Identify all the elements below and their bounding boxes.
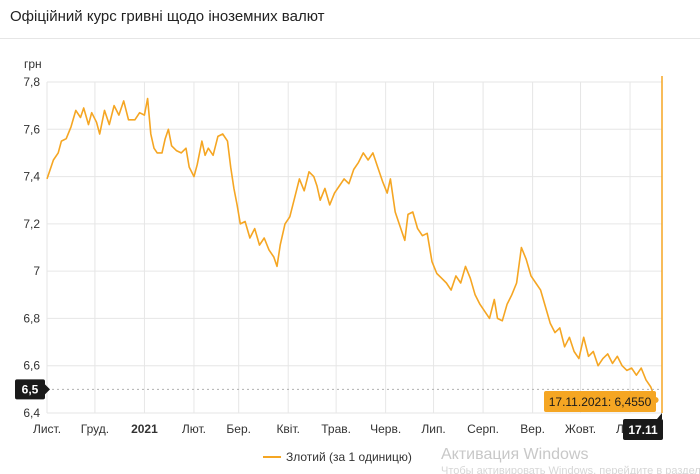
x-tick-label: 2021: [131, 422, 158, 436]
x-tick-label: Лист.: [33, 422, 61, 436]
x-tick-label: Лют.: [182, 422, 206, 436]
x-tick-label: Черв.: [370, 422, 401, 436]
x-tick-label: Трав.: [321, 422, 351, 436]
legend-label: Злотий (за 1 одиницю): [286, 450, 412, 464]
x-tick-label: Лип.: [421, 422, 445, 436]
date-badge-arrow: [657, 413, 662, 419]
windows-activation-watermark: Активация Windows Чтобы активировать Wind…: [441, 446, 700, 474]
date-badge: [623, 419, 663, 440]
current-value-badge: [15, 379, 45, 400]
x-tick-label: Серп.: [467, 422, 499, 436]
current-value-badge-arrow: [45, 384, 50, 395]
date-badge-label: 17.11: [628, 423, 658, 437]
watermark-subtitle: Чтобы активировать Windows, перейдите в …: [441, 465, 700, 474]
x-tick-label: Бер.: [226, 422, 251, 436]
overlay-layer: 6,5 17.11.2021: 6,4550 17.11: [15, 379, 663, 440]
title-divider: [0, 38, 700, 39]
current-value-label: 6,5: [22, 382, 39, 396]
tooltip-text: 17.11.2021: 6,4550: [549, 395, 652, 409]
y-tick-label: 7,8: [23, 75, 40, 89]
y-tick-label: 7: [33, 264, 40, 278]
y-tick-label: 7,6: [23, 122, 40, 136]
y-axis: 6,4 6,6 6,8 7 7,2 7,4 7,6 7,8 грн: [23, 57, 41, 420]
x-tick-label: Жовт.: [565, 422, 596, 436]
watermark-title: Активация Windows: [441, 446, 588, 463]
series-layer: [46, 97, 660, 404]
y-tick-label: 7,2: [23, 217, 40, 231]
y-tick-label: 6,4: [23, 406, 40, 420]
y-axis-unit: грн: [24, 57, 42, 71]
x-axis: Лист. Груд. 2021 Лют. Бер. Квіт. Трав. Черв. Лип…: [33, 422, 644, 436]
tooltip-box: [544, 391, 656, 412]
x-tick-label: Вер.: [520, 422, 545, 436]
y-tick-label: 7,4: [23, 170, 40, 184]
page-title: Офіційний курс гривні щодо іноземних вал…: [10, 8, 325, 25]
legend[interactable]: Злотий (за 1 одиницю): [263, 450, 412, 464]
grid: [46, 76, 663, 414]
x-tick-label: Квіт.: [276, 422, 300, 436]
series-line-zloty: [46, 97, 657, 401]
x-tick-label: Груд.: [81, 422, 109, 436]
y-tick-label: 6,8: [23, 311, 40, 325]
y-tick-label: 6,6: [23, 359, 40, 373]
